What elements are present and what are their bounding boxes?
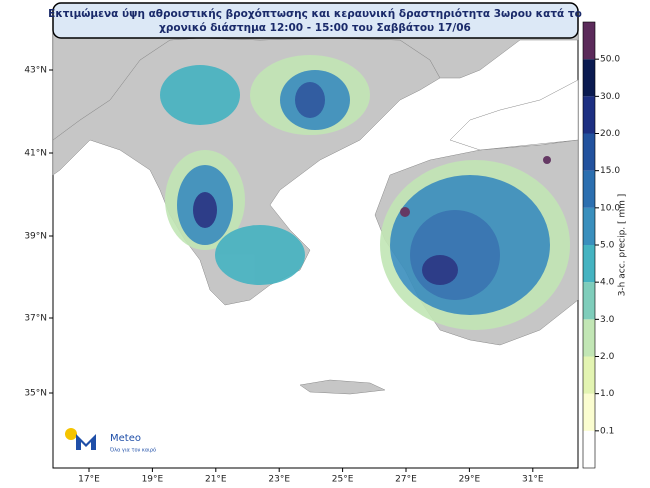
precip bbox=[160, 55, 570, 330]
logo-tagline: Όλα για τον καιρό bbox=[109, 447, 156, 454]
lon-tick-label: 31°E bbox=[522, 475, 544, 485]
black-sea-coast bbox=[449, 79, 579, 151]
colorbar-tick-label: 4.0 bbox=[600, 278, 615, 288]
logo-name: Meteo bbox=[110, 433, 141, 444]
colorbar-tick-label: 0.1 bbox=[600, 426, 614, 436]
colorbar-segment bbox=[583, 207, 595, 245]
lat-tick-label: 39°N bbox=[24, 232, 47, 242]
lon-tick-label: 23°E bbox=[268, 475, 290, 485]
colorbar-segment bbox=[583, 356, 595, 394]
lon-tick-label: 25°E bbox=[332, 475, 354, 485]
title-line: Εκτιμώμενα ύψη αθροιστικής βροχόπτωσης κ… bbox=[48, 8, 582, 20]
lon-tick-label: 17°E bbox=[78, 475, 100, 485]
lon-tick-label: 29°E bbox=[459, 475, 481, 485]
crete bbox=[299, 379, 386, 395]
colorbar-label: 3-h acc. precip. [ mm ] bbox=[618, 194, 628, 297]
colorbar-tick-label: 20.0 bbox=[600, 129, 620, 139]
colorbar-tick-label: 5.0 bbox=[600, 241, 615, 251]
colorbar-tick-label: 15.0 bbox=[600, 166, 620, 176]
colorbar-tick-label: 50.0 bbox=[600, 55, 620, 65]
north-land bbox=[52, 12, 579, 141]
colorbar-tick-label: 3.0 bbox=[600, 315, 615, 325]
lon-tick-label: 19°E bbox=[142, 475, 164, 485]
lat-tick-label: 41°N bbox=[24, 149, 47, 159]
logo-sun bbox=[65, 428, 77, 440]
colorbar-segment bbox=[583, 170, 595, 208]
lat-tick-label: 37°N bbox=[24, 314, 47, 324]
lat-tick-label: 35°N bbox=[24, 389, 47, 399]
colorbar-segment bbox=[583, 319, 595, 357]
colorbar-tick-label: 2.0 bbox=[600, 352, 615, 362]
colorbar-segment bbox=[583, 133, 595, 171]
colorbar-tick-label: 30.0 bbox=[600, 92, 620, 102]
colorbar-tick-label: 10.0 bbox=[600, 203, 620, 213]
logo-mark bbox=[76, 434, 96, 450]
colorbar-segment bbox=[583, 96, 595, 134]
lat-tick-label: 43°N bbox=[24, 66, 47, 76]
colorbar-segment bbox=[583, 22, 595, 60]
lon-tick-label: 21°E bbox=[205, 475, 227, 485]
colorbar-segment bbox=[583, 282, 595, 320]
title-box bbox=[52, 2, 579, 39]
lon-tick-label: 27°E bbox=[395, 475, 417, 485]
colorbar-segment bbox=[583, 393, 595, 431]
title-line: χρονικό διάστημα 12:00 - 15:00 του Σαββά… bbox=[159, 22, 471, 34]
colorbar-segment bbox=[583, 245, 595, 283]
colorbar-segment bbox=[583, 430, 595, 468]
colorbar-tick-label: 1.0 bbox=[600, 389, 615, 399]
colorbar-segment bbox=[583, 59, 595, 97]
